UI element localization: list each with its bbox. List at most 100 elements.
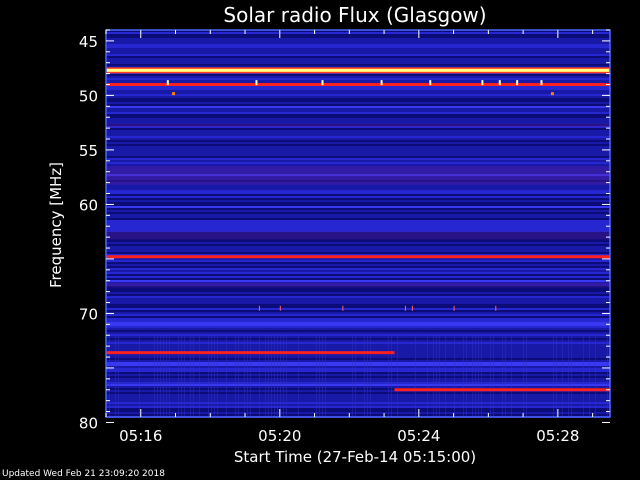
x-tick-label: 05:16 — [119, 427, 162, 445]
y-axis-label: Frequency [MHz] — [47, 162, 65, 288]
texture-line — [367, 335, 368, 417]
spectrogram-row — [106, 228, 610, 230]
spectrogram-row — [106, 266, 610, 268]
y-tick-label: 50 — [79, 87, 98, 105]
texture-line — [226, 335, 227, 417]
spectrogram-row — [106, 138, 610, 140]
texture-line — [250, 335, 251, 417]
spectrogram-row — [106, 224, 610, 226]
texture-line — [214, 335, 215, 417]
texture-line — [454, 335, 455, 417]
texture-line — [325, 335, 326, 417]
texture-line — [118, 335, 119, 417]
spectrogram-row — [106, 390, 610, 392]
spectrogram-row — [106, 74, 610, 76]
spectrogram-row — [106, 178, 610, 180]
spectrogram-row — [106, 180, 610, 182]
spectrogram-row — [106, 142, 610, 144]
spectrogram-row — [106, 290, 610, 292]
spectrogram-row — [106, 44, 610, 46]
texture-line — [436, 335, 437, 417]
spectrogram-row — [106, 116, 610, 118]
spectrogram-row — [106, 174, 610, 176]
spectrogram-row — [106, 386, 610, 388]
spectrogram-row — [106, 194, 610, 196]
burst-spike — [495, 305, 497, 311]
spectrogram-row — [106, 232, 610, 234]
spectrogram-row — [106, 182, 610, 184]
spectrogram-row — [106, 120, 610, 122]
texture-line — [319, 335, 320, 417]
texture-line — [463, 335, 464, 417]
emission-zone — [106, 282, 610, 288]
texture-line — [199, 335, 200, 417]
spectrogram-row — [106, 324, 610, 326]
texture-line — [217, 335, 218, 417]
spectrogram-row — [106, 388, 610, 390]
spectrogram-row — [106, 330, 610, 332]
burst-dot — [550, 92, 554, 96]
spectrogram-row — [106, 406, 610, 408]
spectrogram-row — [106, 202, 610, 204]
texture-line — [247, 335, 248, 417]
y-axis-ticks: 45 50 55 60 70 80 — [79, 29, 610, 432]
spectrogram-row — [106, 98, 610, 100]
spectrogram-row — [106, 346, 610, 348]
y-tick-label: 70 — [79, 305, 98, 323]
texture-line — [502, 335, 503, 417]
spectrogram-row — [106, 156, 610, 158]
texture-line — [181, 335, 182, 417]
spectrogram-row — [106, 66, 610, 68]
plot-area — [105, 29, 611, 418]
spectrogram-row — [106, 350, 610, 352]
texture-line — [163, 335, 164, 417]
spectrogram-row — [106, 176, 610, 178]
spectrogram-row — [106, 294, 610, 296]
texture-line — [352, 335, 353, 417]
texture-line — [490, 335, 491, 417]
spectrogram-row — [106, 160, 610, 162]
spectrogram-row — [106, 302, 610, 304]
texture-line — [364, 335, 365, 417]
texture-line — [109, 335, 110, 417]
spectrogram-row — [106, 216, 610, 218]
texture-line — [571, 335, 572, 417]
spectrogram-row — [106, 158, 610, 160]
spectrogram-row — [106, 140, 610, 142]
spectrogram-row — [106, 88, 610, 90]
spectrogram-row — [106, 196, 610, 198]
chart-title: Solar radio Flux (Glasgow) — [223, 3, 486, 27]
burst-spike — [516, 80, 519, 86]
spectrogram-row — [106, 270, 610, 272]
texture-line — [169, 335, 170, 417]
spectrogram-row — [106, 184, 610, 186]
spectrogram-row — [106, 320, 610, 322]
spectrogram-row — [106, 222, 610, 224]
spectrogram-row — [106, 38, 610, 40]
texture-line — [589, 335, 590, 417]
texture-line — [556, 335, 557, 417]
spectrogram-row — [106, 46, 610, 48]
spectrogram-row — [106, 402, 610, 404]
spectrogram-rows — [106, 30, 610, 418]
spectrogram-row — [106, 58, 610, 60]
texture-line — [316, 335, 317, 417]
spectrogram-row — [106, 412, 610, 414]
spectrogram-row — [106, 396, 610, 398]
spectrogram-row — [106, 360, 610, 362]
texture-line — [481, 335, 482, 417]
spectrogram-row — [106, 94, 610, 96]
spectrogram-row — [106, 230, 610, 232]
spectrogram-row — [106, 348, 610, 350]
spectrogram-row — [106, 236, 610, 238]
spectrogram-row — [106, 400, 610, 402]
spectrogram-row — [106, 164, 610, 166]
spectrogram-row — [106, 240, 610, 242]
texture-line — [211, 335, 212, 417]
texture-line — [238, 335, 239, 417]
x-tick-label: 05:28 — [536, 427, 579, 445]
spectrogram-row — [106, 34, 610, 36]
texture-line — [415, 335, 416, 417]
texture-line — [583, 335, 584, 417]
